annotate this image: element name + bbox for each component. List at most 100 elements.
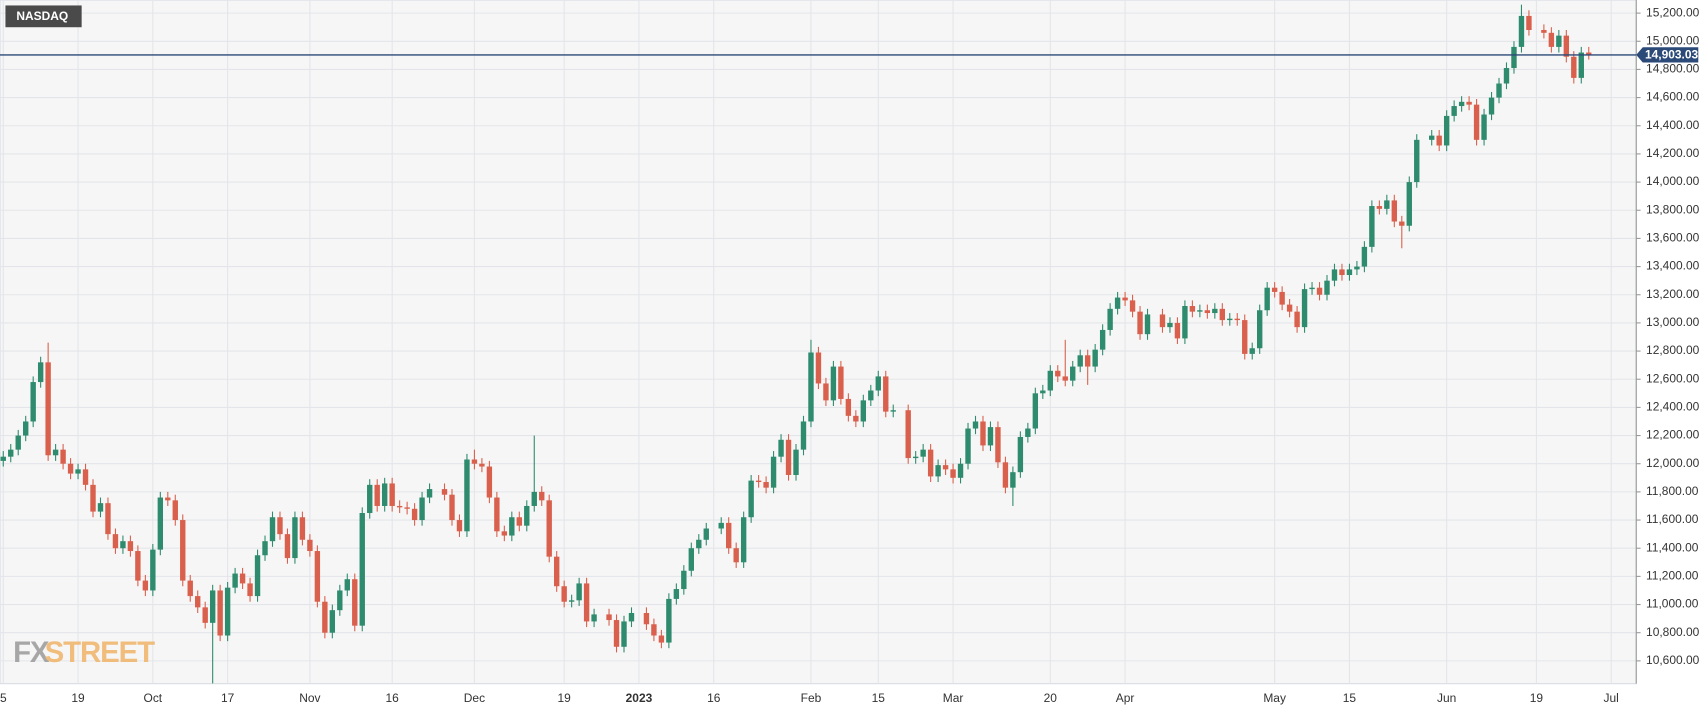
candle-body: [479, 463, 485, 467]
candle-body: [1518, 15, 1525, 47]
candle-body: [314, 551, 321, 602]
candle-body: [112, 534, 119, 549]
candle-body: [464, 459, 470, 532]
candle-body: [643, 612, 650, 625]
x-tick-label: Oct: [144, 691, 163, 705]
x-tick-label: 20: [1044, 691, 1058, 705]
candle-body: [1548, 32, 1555, 47]
candle-body: [838, 366, 844, 399]
candle-body: [853, 415, 859, 422]
candle-body: [1129, 300, 1136, 312]
candle-body: [1227, 318, 1233, 321]
x-tick-label: 2023: [626, 691, 653, 705]
candle-body: [1047, 370, 1053, 391]
candle-body: [1466, 101, 1472, 105]
candle-body: [1309, 287, 1315, 290]
candle-body: [37, 362, 44, 383]
candle-body: [1361, 246, 1368, 267]
candle-body: [733, 548, 739, 563]
y-tick-label: 10,800.00: [1646, 625, 1700, 639]
candle-body: [344, 579, 350, 591]
candle-body: [1271, 287, 1278, 292]
x-tick-label: 19: [1530, 691, 1544, 705]
y-tick-label: 12,000.00: [1646, 456, 1700, 470]
y-tick-label: 11,600.00: [1646, 512, 1699, 526]
candle-body: [823, 383, 829, 401]
candle-body: [576, 583, 582, 601]
candle-body: [1436, 135, 1442, 146]
candle-body: [830, 366, 837, 401]
candle-body: [15, 435, 21, 450]
candle-body: [195, 596, 201, 608]
candle-body: [352, 579, 358, 626]
y-tick-label: 15,200.00: [1646, 5, 1700, 19]
y-tick-label: 14,200.00: [1646, 146, 1700, 160]
candle-body: [935, 465, 941, 477]
candle-body: [60, 449, 66, 464]
candle-body: [1376, 206, 1383, 209]
candle-body: [1443, 115, 1450, 146]
candle-body: [1503, 68, 1510, 84]
candle-body: [673, 589, 680, 599]
candle-body: [1234, 318, 1240, 321]
candle-body: [202, 607, 208, 623]
candle-body: [209, 590, 216, 623]
candle-body: [1286, 304, 1293, 312]
candle-body: [927, 449, 934, 477]
candle-body: [1526, 15, 1532, 31]
candle-body: [1301, 289, 1308, 328]
candle-body: [912, 456, 919, 459]
chart-title: NASDAQ: [16, 9, 68, 23]
candle-body: [1458, 101, 1465, 107]
y-tick-label: 13,600.00: [1646, 231, 1700, 245]
candle-body: [748, 480, 754, 518]
candle-body: [277, 517, 283, 535]
candle-body: [150, 549, 156, 591]
candle-body: [1369, 206, 1375, 247]
candle-body: [1077, 355, 1083, 367]
candle-body: [1212, 308, 1218, 314]
candle-body: [8, 449, 14, 457]
candle-body: [501, 531, 508, 536]
candle-body: [1219, 308, 1225, 321]
y-tick-label: 12,600.00: [1646, 371, 1700, 385]
candle-body: [606, 614, 612, 621]
candle-body: [1384, 200, 1390, 209]
candle-body: [755, 480, 762, 483]
candle-body: [1137, 311, 1143, 335]
candle-body: [628, 612, 635, 622]
candle-body: [703, 528, 709, 540]
y-tick-label: 11,800.00: [1646, 484, 1699, 498]
x-tick-label: 19: [71, 691, 85, 705]
candle-body: [456, 520, 463, 532]
candle-body: [1339, 269, 1345, 276]
candle-body: [621, 621, 627, 647]
last-price-label: 14,903.03: [1645, 48, 1699, 62]
y-tick-label: 11,000.00: [1646, 597, 1699, 611]
candle-body: [0, 456, 6, 461]
candle-body: [1556, 35, 1562, 47]
candle-body: [471, 459, 478, 464]
candle-body: [329, 610, 336, 633]
candle-body: [1324, 280, 1330, 295]
candle-body: [1197, 310, 1203, 312]
x-tick-label: 16: [707, 691, 721, 705]
candle-body: [307, 539, 313, 552]
candle-body: [30, 382, 36, 422]
candle-body: [82, 469, 89, 485]
y-tick-label: 14,800.00: [1646, 62, 1700, 76]
candle-body: [52, 449, 59, 456]
candle-body: [860, 400, 867, 422]
logo-prefix: FX: [13, 636, 50, 669]
candle-body: [875, 376, 881, 391]
candle-body: [1257, 310, 1263, 349]
y-tick-label: 13,800.00: [1646, 202, 1700, 216]
x-tick-label: Dec: [464, 691, 485, 705]
x-tick-label: Apr: [1116, 691, 1135, 705]
candle-body: [494, 497, 500, 532]
title-box: [5, 5, 82, 28]
candle-body: [75, 469, 81, 474]
candle-body: [658, 635, 665, 643]
candle-body: [217, 590, 223, 636]
